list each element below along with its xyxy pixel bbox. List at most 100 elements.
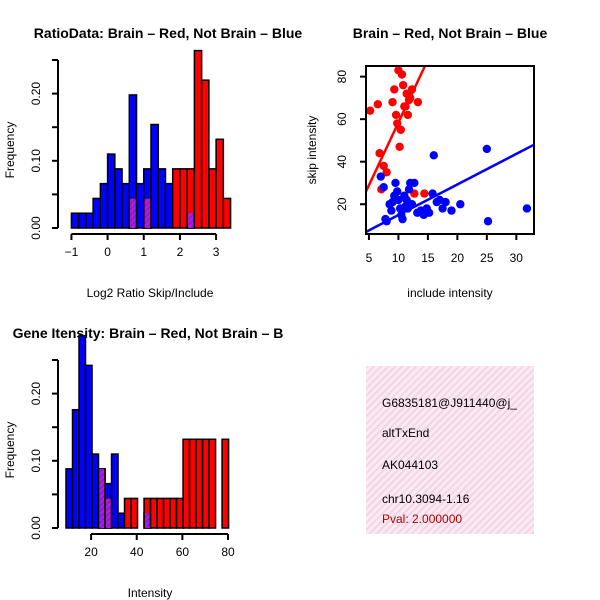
ratio-hist-bar-notbrain: [135, 182, 145, 229]
ratio-hist-bar-brain: [171, 168, 181, 229]
scatter-point-brain: [396, 125, 405, 134]
scatter-point-brain: [375, 148, 384, 158]
scatter-point-notbrain: [391, 178, 400, 188]
intensity-hist-bar-brain: [195, 438, 204, 529]
scatter-point-notbrain: [522, 204, 532, 213]
scatter-point-notbrain: [429, 151, 438, 160]
ratio-hist-bar-notbrain: [85, 212, 94, 229]
scatter-point-brain: [382, 168, 391, 177]
intensity-hist-bar-brain: [130, 497, 139, 529]
intensity-hist-x-tick-label: 60: [176, 545, 190, 559]
scatter-title: Brain – Red, Not Brain – Blue: [353, 25, 548, 41]
scatter-point-brain: [373, 100, 382, 109]
scatter-x-tick-label: 25: [480, 251, 494, 265]
scatter-point-brain: [391, 110, 401, 120]
ratio-hist-x-tick-label: 0: [104, 245, 111, 259]
scatter-point-notbrain: [447, 206, 456, 215]
accession-text: AK044103: [382, 458, 439, 472]
intensity-hist-bar-notbrain: [84, 364, 93, 529]
ratio-hist-xlabel: Log2 Ratio Skip/Include: [87, 286, 214, 300]
scatter-point-brain: [388, 97, 397, 107]
ratio-hist-bar-notbrain: [77, 212, 87, 229]
scatter-point-brain: [390, 85, 399, 94]
ratio-hist-y-tick-label: 0.10: [29, 149, 43, 173]
ratio-hist-bar-brain: [179, 168, 188, 229]
intensity-hist-bar-notbrain: [91, 453, 100, 529]
ratio-hist-x-tick-label: 1: [140, 245, 147, 259]
scatter-y-tick-label: 20: [335, 197, 349, 211]
scatter-xlabel: include intensity: [407, 286, 492, 300]
intensity-hist-bar-overlap: [106, 498, 111, 528]
pval-text: Pval: 2.000000: [382, 512, 463, 526]
intensity-hist-bar-overlap: [145, 513, 150, 528]
scatter-panel: Brain – Red, Not Brain – Blue 5 10 15 20 25 3…: [305, 25, 547, 300]
ratio-hist-bar-notbrain: [164, 182, 174, 229]
scatter-point-brain: [395, 142, 404, 152]
intensity-hist-bar-brain: [156, 497, 165, 529]
scatter-point-brain: [407, 85, 417, 94]
ratio-hist-bar-brain: [222, 197, 232, 229]
intensity-hist-x-tick-label: 80: [221, 545, 235, 559]
ratio-hist-ylabel: Frequency: [3, 122, 17, 179]
scatter-point-notbrain: [404, 185, 414, 194]
scatter-x-tick-label: 30: [510, 251, 524, 265]
scatter-point-notbrain: [379, 183, 388, 192]
event-type-text: altTxEnd: [382, 426, 430, 440]
intensity-hist-bar-brain: [162, 497, 171, 529]
ratio-hist-bar-notbrain: [70, 212, 80, 229]
scatter-point-brain: [403, 110, 413, 120]
scatter-point-notbrain: [410, 178, 419, 188]
intensity-hist-bar-brain: [188, 438, 197, 529]
intensity-hist-bar-notbrain: [78, 335, 87, 529]
scatter-point-brain: [401, 102, 410, 111]
intensity-hist-bar-brain: [149, 497, 158, 529]
intensity-hist-bar-notbrain: [65, 468, 74, 529]
scatter-ylabel: skip intensity: [305, 116, 319, 185]
ratio-hist-bars: [70, 49, 232, 229]
ratio-hist-title: RatioData: Brain – Red, Not Brain – Blue: [34, 25, 303, 41]
scatter-fit-line-notbrain: [366, 143, 534, 233]
ratio-hist-x-tick-label: −1: [65, 245, 79, 259]
scatter-x-tick-label: 5: [366, 251, 373, 265]
ratio-hist-x-tick-label: 3: [213, 245, 220, 259]
scatter-point-brain: [379, 161, 388, 171]
scatter-axes: 5 10 15 20 25 30 20 40 60 80: [335, 65, 535, 265]
scatter-frame: [365, 65, 535, 235]
intensity-hist-bar-notbrain: [71, 408, 80, 529]
scatter-point-brain: [366, 106, 375, 115]
intensity-hist-bar-brain: [175, 497, 184, 529]
scatter-point-notbrain: [456, 200, 465, 209]
scatter-point-notbrain: [438, 204, 447, 213]
ratio-hist-bar-brain: [208, 168, 217, 229]
intensity-hist-bar-brain: [182, 438, 191, 529]
ratio-hist-bar-overlap: [188, 213, 194, 228]
ratio-hist-y-tick-label: 0.00: [29, 216, 43, 240]
scatter-point-notbrain: [483, 217, 493, 226]
scatter-point-notbrain: [376, 172, 385, 181]
ratio-hist-bar-notbrain: [106, 153, 116, 229]
intensity-hist-bar-overlap: [99, 468, 105, 528]
intensity-hist-x-tick-label: 20: [84, 545, 98, 559]
ratio-histogram-panel: RatioData: Brain – Red, Not Brain – Blue…: [3, 25, 302, 300]
ratio-hist-x-tick-label: 2: [177, 245, 184, 259]
scatter-point-notbrain: [428, 189, 437, 198]
intensity-hist-y-tick-label: 0.10: [29, 449, 43, 473]
scatter-y-tick-label: 40: [335, 155, 349, 169]
intensity-hist-bar-brain: [123, 497, 132, 529]
ratio-hist-bar-notbrain: [99, 182, 109, 229]
ratio-hist-bar-overlap: [130, 198, 136, 228]
scatter-point-brain: [420, 189, 429, 198]
ratio-hist-bar-notbrain: [121, 182, 131, 229]
scatter-point-brain: [397, 70, 407, 79]
scatter-point-notbrain: [394, 195, 403, 205]
intensity-hist-ylabel: Frequency: [3, 422, 17, 479]
intensity-hist-axes: 20 40 60 80 0.00 0.10 0.20: [29, 359, 235, 559]
intensity-hist-xlabel: Intensity: [128, 586, 173, 600]
scatter-point-notbrain: [482, 144, 492, 154]
scatter-y-tick-label: 60: [335, 112, 349, 126]
scatter-x-tick-label: 20: [451, 251, 465, 265]
ratio-hist-bar-brain: [215, 138, 225, 229]
scatter-point-brain: [413, 97, 423, 107]
intensity-hist-bars: [65, 335, 230, 529]
scatter-point-brain: [406, 93, 415, 103]
